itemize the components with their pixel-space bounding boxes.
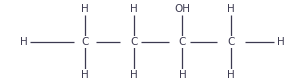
- Text: C: C: [227, 37, 235, 47]
- Text: H: H: [130, 70, 138, 80]
- Text: C: C: [130, 37, 137, 47]
- Text: H: H: [81, 70, 89, 80]
- Text: H: H: [20, 37, 27, 47]
- Text: H: H: [277, 37, 284, 47]
- Text: C: C: [179, 37, 186, 47]
- Text: OH: OH: [174, 4, 190, 14]
- Text: H: H: [227, 70, 235, 80]
- Text: C: C: [81, 37, 89, 47]
- Text: H: H: [81, 4, 89, 14]
- Text: H: H: [130, 4, 138, 14]
- Text: H: H: [227, 4, 235, 14]
- Text: H: H: [178, 70, 186, 80]
